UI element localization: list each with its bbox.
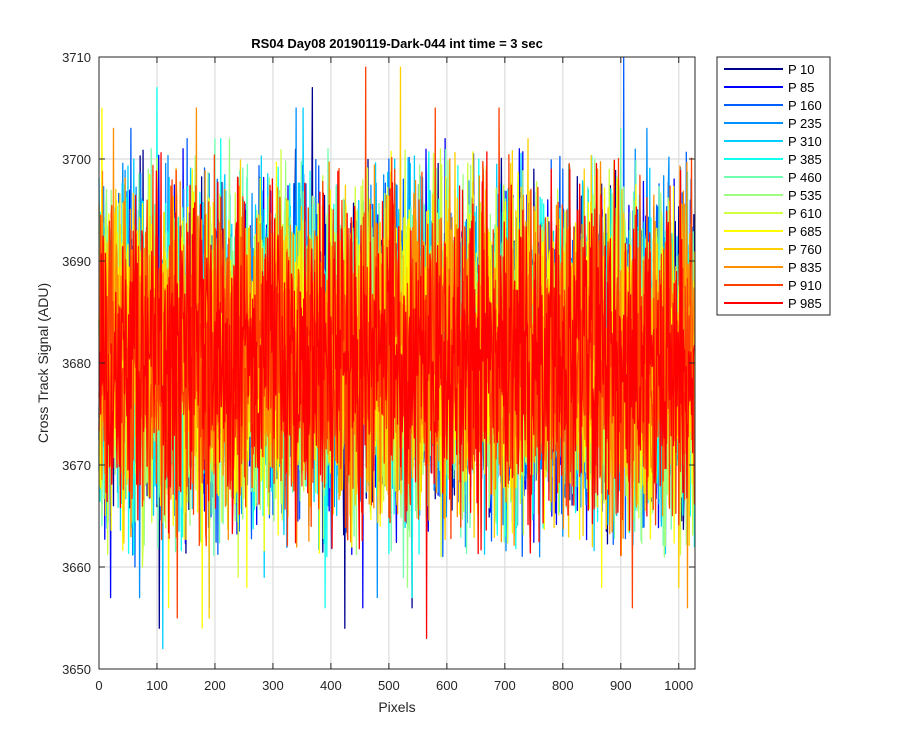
- x-tick-label: 300: [262, 678, 284, 693]
- y-tick-label: 3650: [62, 662, 91, 677]
- x-tick-label: 600: [436, 678, 458, 693]
- x-tick-label: 1000: [664, 678, 693, 693]
- legend-label: P 460: [788, 170, 822, 185]
- y-tick-label: 3660: [62, 560, 91, 575]
- x-tick-label: 700: [494, 678, 516, 693]
- chart-title: RS04 Day08 20190119-Dark-044 int time = …: [251, 36, 543, 51]
- legend-label: P 610: [788, 206, 822, 221]
- legend: P 10 P 85 P 160 P 235 P 310 P 385 P 460 P 535 P …: [716, 56, 831, 316]
- x-axis-title: Pixels: [378, 699, 415, 715]
- y-tick-label: 3700: [62, 152, 91, 167]
- legend-label: P 235: [788, 116, 822, 131]
- legend-label: P 535: [788, 188, 822, 203]
- legend-label: P 685: [788, 224, 822, 239]
- x-tick-label: 900: [610, 678, 632, 693]
- legend-label: P 985: [788, 296, 822, 311]
- legend-label: P 910: [788, 278, 822, 293]
- legend-label: P 310: [788, 134, 822, 149]
- y-tick-label: 3690: [62, 254, 91, 269]
- x-tick-label: 100: [146, 678, 168, 693]
- x-tick-label: 0: [95, 678, 102, 693]
- legend-label: P 385: [788, 152, 822, 167]
- legend-label: P 85: [788, 80, 815, 95]
- x-tick-label: 200: [204, 678, 226, 693]
- y-axis-title: Cross Track Signal (ADU): [35, 283, 51, 443]
- x-tick-label: 500: [378, 678, 400, 693]
- legend-label: P 160: [788, 98, 822, 113]
- y-tick-label: 3680: [62, 356, 91, 371]
- legend-label: P 760: [788, 242, 822, 257]
- x-tick-label: 400: [320, 678, 342, 693]
- axis-ticks: 0 100 200 300 400 500 600 700 800 900 1000 3650 3660…: [62, 50, 695, 693]
- x-tick-label: 800: [552, 678, 574, 693]
- y-tick-label: 3710: [62, 50, 91, 65]
- series-lines: [98, 56, 696, 650]
- legend-label: P 835: [788, 260, 822, 275]
- series-line: [98, 151, 696, 640]
- y-tick-label: 3670: [62, 458, 91, 473]
- legend-box: [716, 56, 831, 316]
- legend-label: P 10: [788, 62, 815, 77]
